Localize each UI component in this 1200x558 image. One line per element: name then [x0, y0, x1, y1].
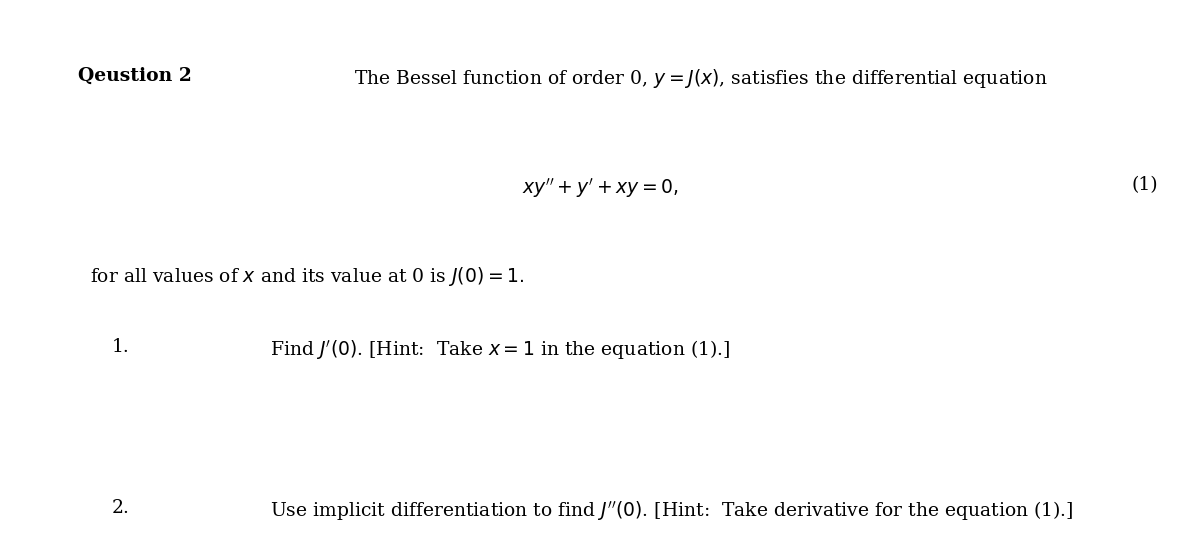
Text: for all values of $x$ and its value at 0 is $J(0) = 1.$: for all values of $x$ and its value at 0…	[90, 265, 524, 288]
Text: 2.: 2.	[112, 499, 130, 517]
Text: Find $J'(0)$. [Hint:  Take $x = 1$ in the equation (1).]: Find $J'(0)$. [Hint: Take $x = 1$ in the…	[270, 338, 731, 362]
Text: (1): (1)	[1132, 176, 1158, 194]
Text: 1.: 1.	[112, 338, 130, 355]
Text: The Bessel function of order 0, $y = J(x)$, satisfies the differential equation: The Bessel function of order 0, $y = J(x…	[354, 67, 1048, 90]
Text: $xy'' + y' + xy = 0,$: $xy'' + y' + xy = 0,$	[522, 176, 678, 200]
Text: Qeustion 2: Qeustion 2	[78, 67, 192, 85]
Text: Use implicit differentiation to find $J''(0)$. [Hint:  Take derivative for the e: Use implicit differentiation to find $J'…	[270, 499, 1074, 523]
